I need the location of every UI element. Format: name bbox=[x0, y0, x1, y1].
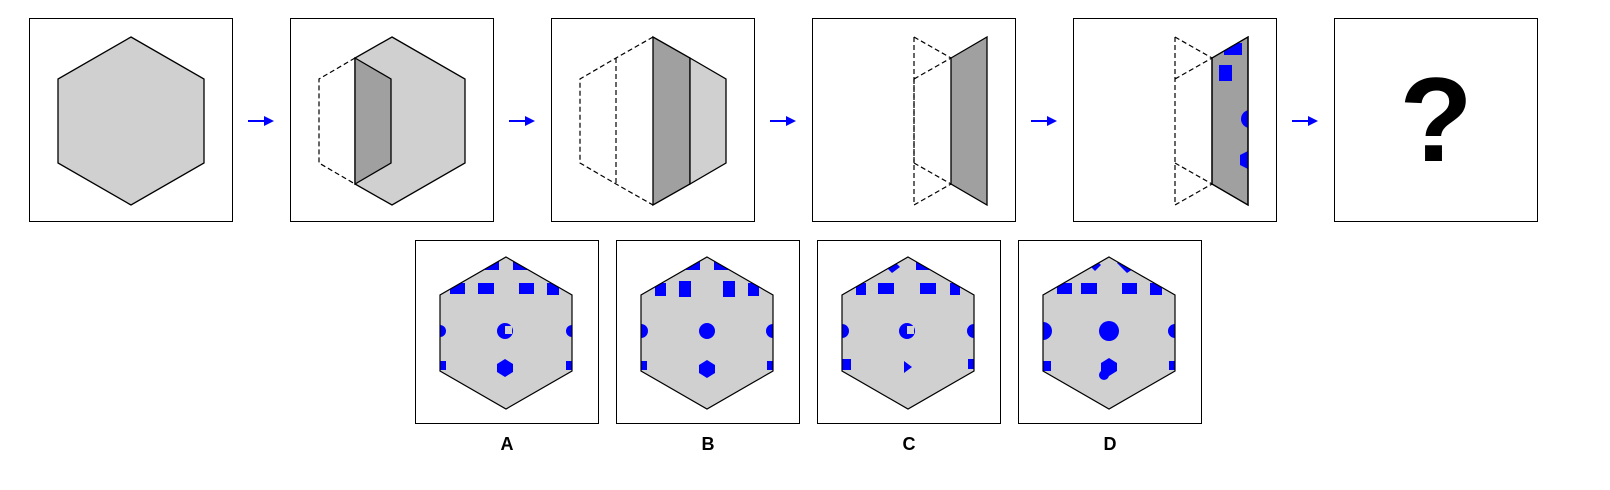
option-a-hexagon bbox=[439, 256, 573, 410]
step-2-panel bbox=[290, 18, 494, 222]
option-c-hexagon bbox=[841, 256, 975, 410]
option-b-label: B bbox=[701, 434, 715, 454]
option-d-hexagon bbox=[1042, 256, 1176, 410]
arrow-3-icon bbox=[770, 116, 796, 126]
step-1-panel bbox=[29, 18, 233, 222]
step-2-fold-left bbox=[318, 36, 466, 206]
step-4-fold-right bbox=[913, 35, 988, 207]
step-1-hexagon bbox=[57, 36, 205, 206]
option-a[interactable] bbox=[415, 240, 599, 424]
step-3-panel bbox=[551, 18, 755, 222]
step-4-panel bbox=[812, 18, 1016, 222]
question-mark: ? bbox=[1399, 53, 1473, 187]
arrow-4-icon bbox=[1031, 116, 1057, 126]
option-d[interactable] bbox=[1018, 240, 1202, 424]
arrow-2-icon bbox=[509, 116, 535, 126]
option-b-hexagon bbox=[640, 256, 774, 410]
arrow-5-icon bbox=[1292, 116, 1318, 126]
option-d-label: D bbox=[1103, 434, 1117, 454]
step-3-fold-flat bbox=[579, 35, 727, 207]
option-c[interactable] bbox=[817, 240, 1001, 424]
answer-panel: ? bbox=[1334, 18, 1538, 222]
step-5-panel bbox=[1073, 18, 1277, 222]
option-a-label: A bbox=[500, 434, 514, 454]
option-c-label: C bbox=[902, 434, 916, 454]
option-b[interactable] bbox=[616, 240, 800, 424]
step-5-punched bbox=[1174, 35, 1249, 207]
arrow-1-icon bbox=[248, 116, 274, 126]
